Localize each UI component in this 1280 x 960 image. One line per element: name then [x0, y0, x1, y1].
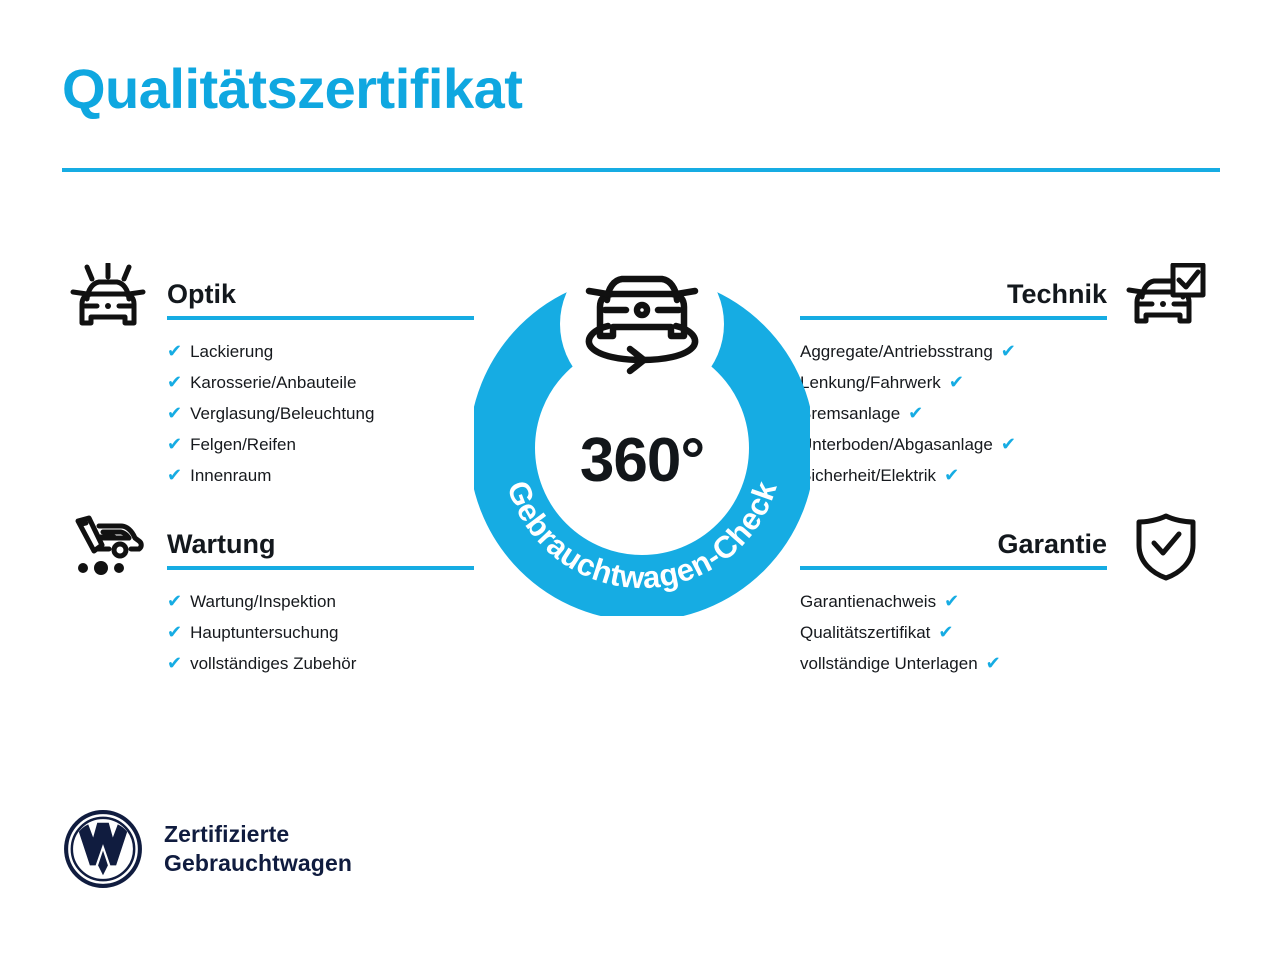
- footer-text: Zertifizierte Gebrauchtwagen: [164, 820, 352, 879]
- list-item: ✔ Qualitätszertifikat: [800, 617, 1107, 648]
- list-item-label: vollständiges Zubehör: [190, 654, 357, 673]
- list-item: ✔ Sicherheit/Elektrik: [800, 460, 1107, 491]
- section-title-wartung: Wartung: [167, 529, 276, 559]
- list-item-label: Karosserie/Anbauteile: [190, 373, 357, 392]
- section-divider-wartung: [167, 566, 474, 570]
- section-title-optik: Optik: [167, 279, 237, 309]
- checklist-garantie: ✔ Garantienachweis ✔ Qualitätszertifikat…: [800, 586, 1212, 679]
- section-title-technik: Technik: [1006, 279, 1107, 309]
- list-item-label: Aggregate/Antriebsstrang: [800, 342, 993, 361]
- footer-line-2: Gebrauchtwagen: [164, 850, 352, 876]
- section-wartung: Wartung ✔ Wartung/Inspektion ✔ Hauptunte…: [62, 508, 474, 679]
- section-header-wartung: Wartung: [62, 508, 474, 586]
- list-item: ✔ vollständiges Zubehör: [167, 648, 474, 679]
- check-icon: ✔: [908, 403, 924, 423]
- check-icon: ✔: [948, 372, 964, 392]
- check-icon: ✔: [985, 653, 1001, 673]
- list-item-label: vollständige Unterlagen: [800, 654, 978, 673]
- check-icon: ✔: [167, 465, 183, 485]
- 360-check-badge: Gebrauchtwagen-Check: [456, 252, 828, 632]
- badge-center-value: 360°: [579, 426, 705, 495]
- footer-line-1: Zertifizierte: [164, 820, 290, 847]
- list-item: ✔ Verglasung/Beleuchtung: [167, 398, 474, 429]
- check-icon: ✔: [938, 622, 954, 642]
- list-item-label: Lenkung/Fahrwerk: [800, 373, 941, 392]
- car-rotate-icon: [585, 275, 699, 375]
- list-item-label: Lackierung: [190, 342, 274, 361]
- list-item: ✔ Lenkung/Fahrwerk: [800, 367, 1107, 398]
- car-checkbox-icon: [1120, 258, 1212, 336]
- list-item-label: Unterboden/Abgasanlage: [800, 435, 993, 454]
- list-item-label: Wartung/Inspektion: [190, 592, 336, 611]
- list-item-label: Bremsanlage: [800, 404, 901, 423]
- list-item-label: Garantienachweis: [800, 592, 937, 611]
- section-technik: Technik ✔ Aggregate/Antriebsstrang ✔ Len…: [800, 258, 1212, 491]
- checklist-wartung: ✔ Wartung/Inspektion ✔ Hauptuntersuchung…: [62, 586, 474, 679]
- check-icon: ✔: [167, 372, 183, 392]
- vw-logo: [64, 810, 142, 888]
- section-header-garantie: Garantie: [800, 508, 1212, 586]
- check-icon: ✔: [167, 434, 183, 454]
- list-item-label: Innenraum: [190, 466, 272, 485]
- list-item-label: Sicherheit/Elektrik: [800, 466, 937, 485]
- check-icon: ✔: [167, 403, 183, 423]
- checklist-optik: ✔ Lackierung ✔ Karosserie/Anbauteile ✔ V…: [62, 336, 474, 491]
- list-item: ✔ Unterboden/Abgasanlage: [800, 429, 1107, 460]
- car-polish-icon: [62, 258, 154, 336]
- check-icon: ✔: [167, 341, 183, 361]
- page-title: Qualitätszertifikat: [62, 57, 523, 120]
- section-optik: Optik ✔ Lackierung ✔ Karosserie/Anbautei…: [62, 258, 474, 491]
- section-divider-technik: [800, 316, 1107, 320]
- checklist-technik: ✔ Aggregate/Antriebsstrang ✔ Lenkung/Fah…: [800, 336, 1212, 491]
- header-divider: [62, 168, 1220, 172]
- list-item-label: Felgen/Reifen: [190, 435, 296, 454]
- check-icon: ✔: [167, 591, 183, 611]
- list-item-label: Verglasung/Beleuchtung: [190, 404, 375, 423]
- section-divider-optik: [167, 316, 474, 320]
- list-item: ✔ Wartung/Inspektion: [167, 586, 474, 617]
- section-header-optik: Optik: [62, 258, 474, 336]
- list-item: ✔ Garantienachweis: [800, 586, 1107, 617]
- list-item: ✔ Aggregate/Antriebsstrang: [800, 336, 1107, 367]
- check-icon: ✔: [1000, 341, 1016, 361]
- section-title-garantie: Garantie: [997, 529, 1107, 559]
- list-item: ✔ Hauptuntersuchung: [167, 617, 474, 648]
- section-header-technik: Technik: [800, 258, 1212, 336]
- check-icon: ✔: [944, 465, 960, 485]
- check-icon: ✔: [167, 622, 183, 642]
- list-item: ✔ Karosserie/Anbauteile: [167, 367, 474, 398]
- check-icon: ✔: [167, 653, 183, 673]
- shield-check-icon: [1120, 508, 1212, 586]
- section-garantie: Garantie ✔ Garantienachweis ✔ Qualitätsz…: [800, 508, 1212, 679]
- list-item-label: Hauptuntersuchung: [190, 623, 339, 642]
- list-item: ✔ Lackierung: [167, 336, 474, 367]
- list-item-label: Qualitätszertifikat: [800, 623, 931, 642]
- footer-brand: Zertifizierte Gebrauchtwagen: [62, 808, 352, 890]
- list-item: ✔ vollständige Unterlagen: [800, 648, 1107, 679]
- list-item: ✔ Innenraum: [167, 460, 474, 491]
- list-item: ✔ Bremsanlage: [800, 398, 1107, 429]
- check-icon: ✔: [1000, 434, 1016, 454]
- section-divider-garantie: [800, 566, 1107, 570]
- check-icon: ✔: [944, 591, 960, 611]
- car-service-tool-icon: [62, 508, 154, 586]
- list-item: ✔ Felgen/Reifen: [167, 429, 474, 460]
